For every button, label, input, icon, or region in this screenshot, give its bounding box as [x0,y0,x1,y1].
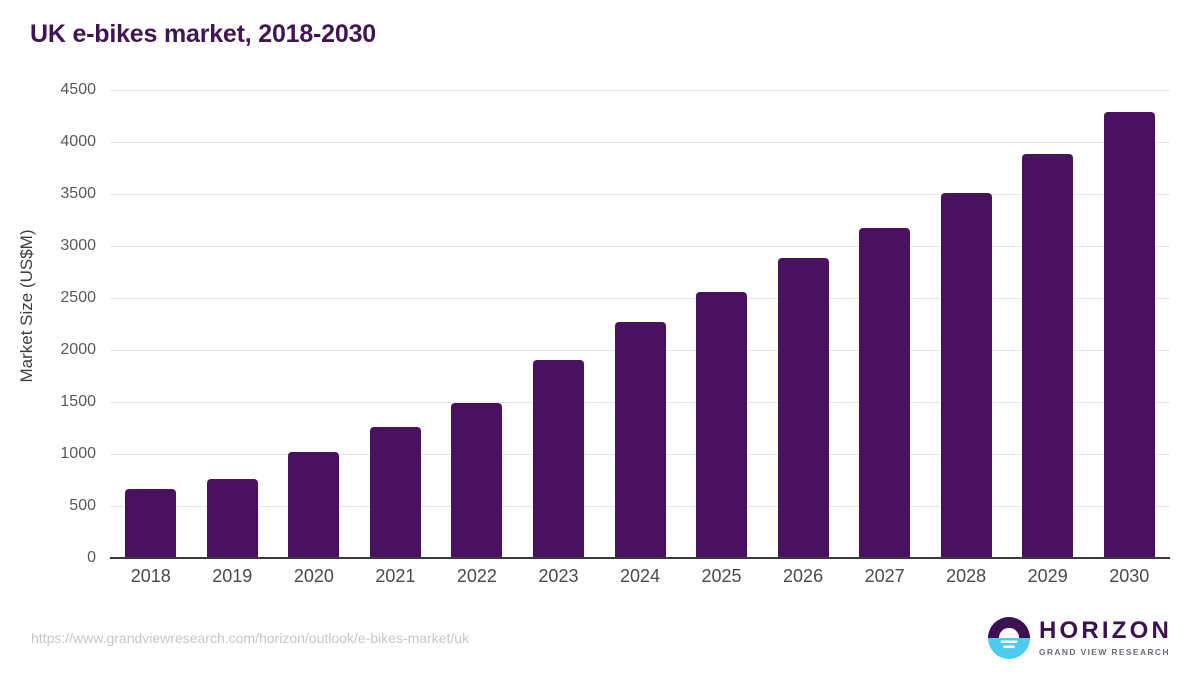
page-title: UK e-bikes market, 2018-2030 [30,20,376,48]
bar[interactable] [1103,112,1155,558]
gridline [110,298,1170,299]
bar[interactable] [369,427,421,558]
logo-wordmark: HORIZON [1038,617,1172,645]
bar-series [110,90,1170,558]
y-axis-tick-label: 3000 [60,237,96,254]
bar[interactable] [777,258,829,558]
x-axis-tick-label: 2023 [538,566,579,586]
bar[interactable] [614,322,666,558]
logo-text: HORIZON GRAND VIEW RESEARCH [1039,619,1172,657]
bar[interactable] [940,192,992,558]
y-axis-tick-label: 4500 [60,81,96,98]
y-axis-tick-label: 2500 [60,289,96,306]
x-axis-tick-label: 2030 [1109,566,1150,586]
x-axis-tick-label: 2025 [701,566,742,586]
x-axis-tick-label: 2022 [456,566,497,586]
gridline [110,90,1170,91]
gridline [110,142,1170,143]
gridline [110,194,1170,195]
x-axis-tick-label: 2020 [293,566,334,586]
bar[interactable] [206,478,258,558]
bar[interactable] [451,402,503,558]
y-axis-title: Market Size (US$M) [17,229,36,383]
y-axis-tick-label: 0 [87,549,96,566]
bar[interactable] [532,360,584,558]
logo: HORIZON GRAND VIEW RESEARCH [987,615,1172,661]
logo-subtitle: GRAND VIEW RESEARCH [1038,647,1170,658]
x-axis-tick-label: 2019 [212,566,253,586]
x-axis-tick-label: 2028 [946,566,987,586]
gridline [110,246,1170,247]
x-axis-tick-label: 2021 [375,566,416,586]
y-axis-tick-label: 500 [69,497,96,514]
x-axis-tick-label: 2018 [130,566,171,586]
source-url[interactable]: https://www.grandviewresearch.com/horizo… [31,630,470,646]
y-axis-tick-label: 4000 [60,133,96,150]
bar[interactable] [696,291,748,558]
x-axis: 2018 2019 2020 2021 2022 2023 2024 2025 2026 2027… [110,566,1170,596]
y-axis-tick-label: 2000 [60,341,96,358]
x-axis-tick-label: 2024 [619,566,661,586]
x-axis-tick-label: 2029 [1027,566,1068,586]
horizon-sun-icon [987,617,1030,659]
bar[interactable] [288,452,340,558]
x-axis-tick-label: 2026 [783,566,824,586]
x-axis-tick-label: 2027 [864,566,905,586]
bar[interactable] [859,227,911,558]
x-axis-line [110,557,1170,559]
bar[interactable] [125,489,177,558]
y-axis-tick-label: 1000 [60,445,96,462]
y-axis-tick-label: 3500 [60,185,96,202]
y-axis-tick-label: 1500 [60,393,96,410]
bar[interactable] [1022,154,1074,558]
